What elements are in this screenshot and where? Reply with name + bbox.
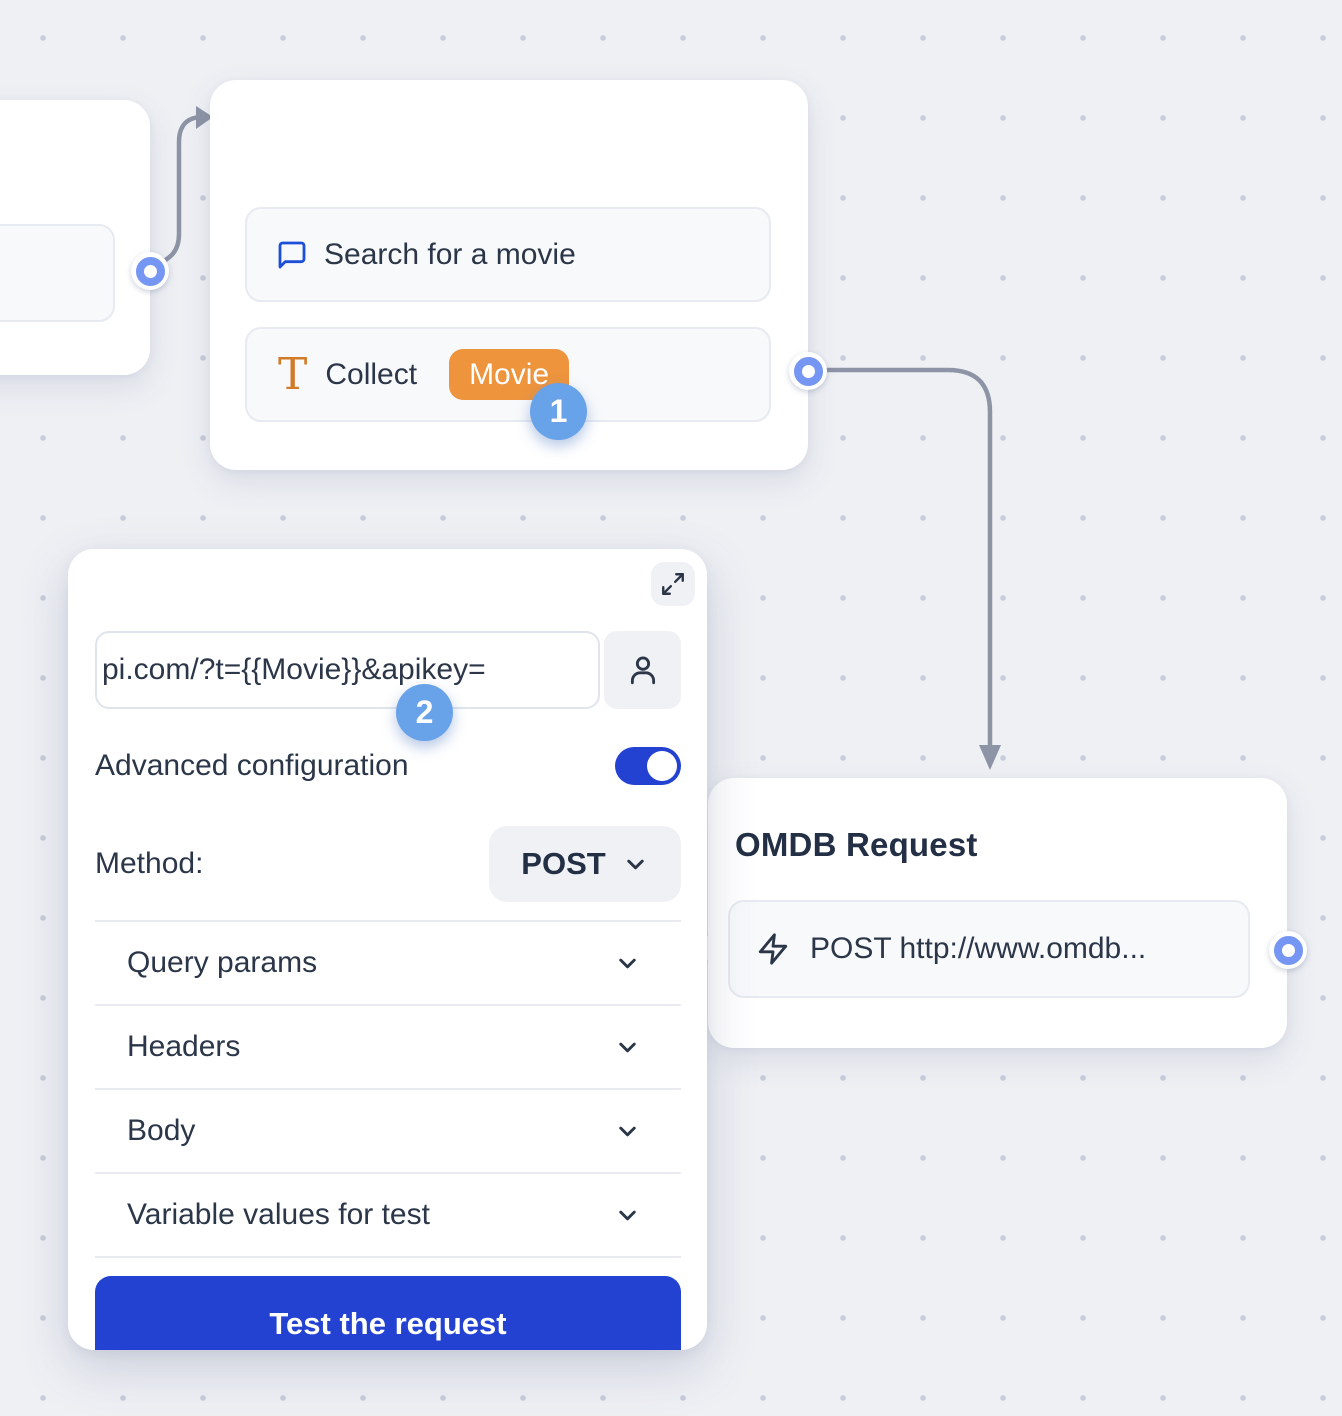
chevron-down-icon — [614, 1202, 641, 1229]
text-collect-icon: T — [278, 348, 308, 400]
lightning-icon — [756, 932, 790, 966]
section-label: Headers — [127, 1030, 241, 1063]
advanced-configuration-row: Advanced configuration — [95, 746, 681, 786]
node-title: OMDB Request — [735, 826, 978, 863]
connector-to-omdb — [809, 367, 993, 749]
section-variable-values[interactable]: Variable values for test — [95, 1172, 681, 1256]
output-port[interactable] — [789, 352, 827, 390]
message-item-label: Search for a movie — [324, 237, 576, 271]
arrowhead-down-icon — [979, 745, 1001, 770]
section-label: Body — [127, 1114, 196, 1147]
chevron-down-icon — [614, 950, 641, 977]
request-config-panel[interactable]: Advanced configuration Method: POST Quer… — [68, 549, 707, 1350]
connector-to-movie-search — [150, 114, 206, 269]
message-item[interactable]: Search for a movie — [245, 207, 771, 302]
step-badge-2: 2 — [396, 684, 453, 741]
collect-item[interactable]: T Collect Movie — [245, 327, 771, 422]
advanced-configuration-label: Advanced configuration — [95, 749, 409, 782]
chevron-down-icon — [626, 859, 644, 869]
section-body[interactable]: Body — [95, 1088, 681, 1172]
output-port[interactable] — [131, 252, 169, 290]
collect-item-label: Collect — [325, 357, 418, 391]
expand-button[interactable] — [651, 562, 695, 606]
method-value: POST — [521, 846, 606, 881]
section-headers[interactable]: Headers — [95, 1004, 681, 1088]
collapsible-sections: Query params Headers Body Variable value… — [95, 920, 681, 1258]
test-request-button[interactable]: Test the request — [95, 1276, 681, 1350]
webhook-item[interactable]: POST http://www.omdb... — [728, 900, 1250, 998]
output-port[interactable] — [1269, 931, 1307, 969]
node-movie-search[interactable]: Movie search Search for a movie T Collec… — [210, 80, 808, 470]
partial-node[interactable] — [0, 100, 150, 375]
section-query-params[interactable]: Query params — [95, 920, 681, 1004]
node-omdb-request[interactable]: OMDB Request POST http://www.omdb... — [708, 778, 1287, 1048]
chevron-down-icon — [614, 1118, 641, 1145]
chat-bubble-icon — [276, 239, 308, 271]
url-input[interactable] — [95, 631, 600, 709]
section-label: Query params — [127, 946, 318, 979]
expand-icon — [662, 573, 684, 595]
chevron-down-icon — [614, 1034, 641, 1061]
method-row: Method: POST — [95, 826, 681, 902]
section-label: Variable values for test — [127, 1198, 430, 1231]
person-icon — [630, 656, 655, 685]
method-select[interactable]: POST — [489, 826, 681, 902]
advanced-configuration-toggle[interactable] — [615, 747, 681, 785]
partial-node-item[interactable] — [0, 224, 115, 322]
person-button[interactable] — [604, 631, 681, 709]
webhook-item-label: POST http://www.omdb... — [810, 932, 1147, 965]
step-badge-1: 1 — [530, 383, 587, 440]
method-label: Method: — [95, 847, 204, 880]
